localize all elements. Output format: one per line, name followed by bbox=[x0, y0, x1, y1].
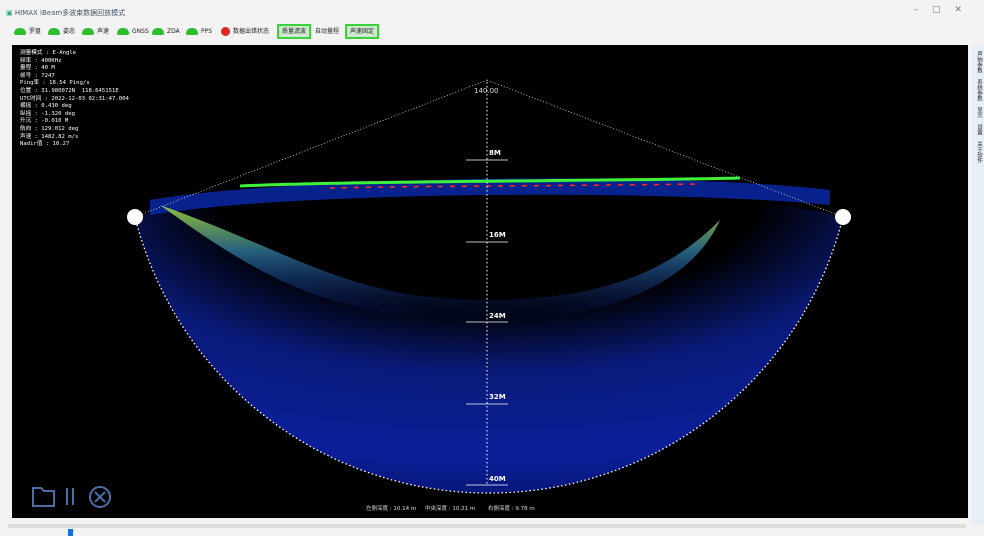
sidebar-tab[interactable]: 显示 bbox=[975, 107, 983, 118]
angle-label: 140.00 bbox=[474, 87, 499, 95]
info-line: 横摇 : 0.430 deg bbox=[20, 103, 129, 111]
sidebar: 声纳参数系统参数显示设置关于软件 bbox=[972, 45, 984, 525]
depth-label: 8M bbox=[489, 149, 501, 157]
depth-label: 32M bbox=[489, 393, 506, 401]
depth-readout: 中央深度 : 10.21 m bbox=[425, 504, 475, 512]
sidebar-tab[interactable]: 设置 bbox=[975, 124, 983, 135]
depth-readout: 左侧深度 : 10.14 m bbox=[366, 504, 416, 512]
info-line: Ping率 : 18.54 Ping/s bbox=[20, 80, 129, 88]
info-line: Nadir值 : 10.27 bbox=[20, 141, 129, 149]
sonar-view: 140.00 8M 16M 24M 32M 40M 左侧深度 : 10.14 m… bbox=[0, 0, 984, 536]
depth-label: 24M bbox=[489, 312, 506, 320]
info-line: 测量模式 : E-Angle bbox=[20, 50, 129, 58]
info-line: 升沉 : -0.010 M bbox=[20, 118, 129, 126]
info-line: 声速 : 1482.82 m/s bbox=[20, 134, 129, 142]
info-line: 量程 : 40 M bbox=[20, 65, 129, 73]
depth-label: 40M bbox=[489, 475, 506, 483]
progress-track bbox=[8, 524, 966, 528]
fan-handle[interactable] bbox=[835, 209, 851, 225]
depth-readout: 右侧深度 : 9.78 m bbox=[488, 504, 535, 512]
info-line: 位置 : 31.980072N 118.645151E bbox=[20, 88, 129, 96]
sidebar-tab[interactable]: 声纳参数 bbox=[975, 51, 983, 73]
sidebar-tab[interactable]: 系统参数 bbox=[975, 79, 983, 101]
sidebar-tab[interactable]: 关于软件 bbox=[975, 141, 983, 163]
info-line: 航向 : 129.012 deg bbox=[20, 126, 129, 134]
depth-label: 16M bbox=[489, 231, 506, 239]
fan-handle[interactable] bbox=[127, 209, 143, 225]
progress-thumb[interactable] bbox=[68, 529, 73, 536]
app-window: ▣ HIMAX iBeam多波束数据回放模式 –▢✕ 罗盘 姿态 声速 GNSS… bbox=[0, 0, 984, 536]
